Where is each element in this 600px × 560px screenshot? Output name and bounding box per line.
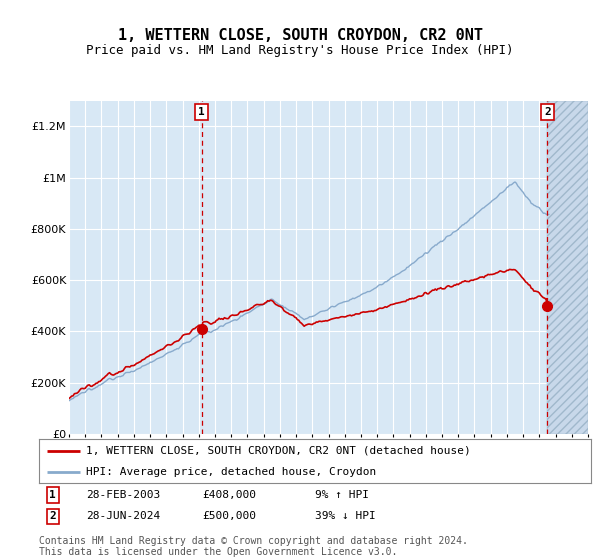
Bar — [547, 101, 588, 434]
Text: £500,000: £500,000 — [202, 511, 256, 521]
Text: 28-FEB-2003: 28-FEB-2003 — [86, 490, 160, 500]
Text: 1, WETTERN CLOSE, SOUTH CROYDON, CR2 0NT (detached house): 1, WETTERN CLOSE, SOUTH CROYDON, CR2 0NT… — [86, 446, 470, 456]
Text: 1: 1 — [49, 490, 56, 500]
Text: £408,000: £408,000 — [202, 490, 256, 500]
Text: 28-JUN-2024: 28-JUN-2024 — [86, 511, 160, 521]
Text: Contains HM Land Registry data © Crown copyright and database right 2024.
This d: Contains HM Land Registry data © Crown c… — [39, 535, 468, 557]
Text: 9% ↑ HPI: 9% ↑ HPI — [315, 490, 369, 500]
Text: 1, WETTERN CLOSE, SOUTH CROYDON, CR2 0NT: 1, WETTERN CLOSE, SOUTH CROYDON, CR2 0NT — [118, 28, 482, 43]
Text: Price paid vs. HM Land Registry's House Price Index (HPI): Price paid vs. HM Land Registry's House … — [86, 44, 514, 57]
Text: 2: 2 — [544, 107, 551, 117]
Text: 2: 2 — [49, 511, 56, 521]
Bar — [547, 101, 588, 434]
Text: 39% ↓ HPI: 39% ↓ HPI — [315, 511, 376, 521]
Text: HPI: Average price, detached house, Croydon: HPI: Average price, detached house, Croy… — [86, 467, 376, 477]
Text: 1: 1 — [198, 107, 205, 117]
